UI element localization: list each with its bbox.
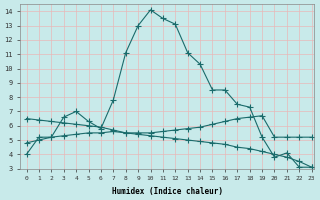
X-axis label: Humidex (Indice chaleur): Humidex (Indice chaleur) (112, 187, 223, 196)
